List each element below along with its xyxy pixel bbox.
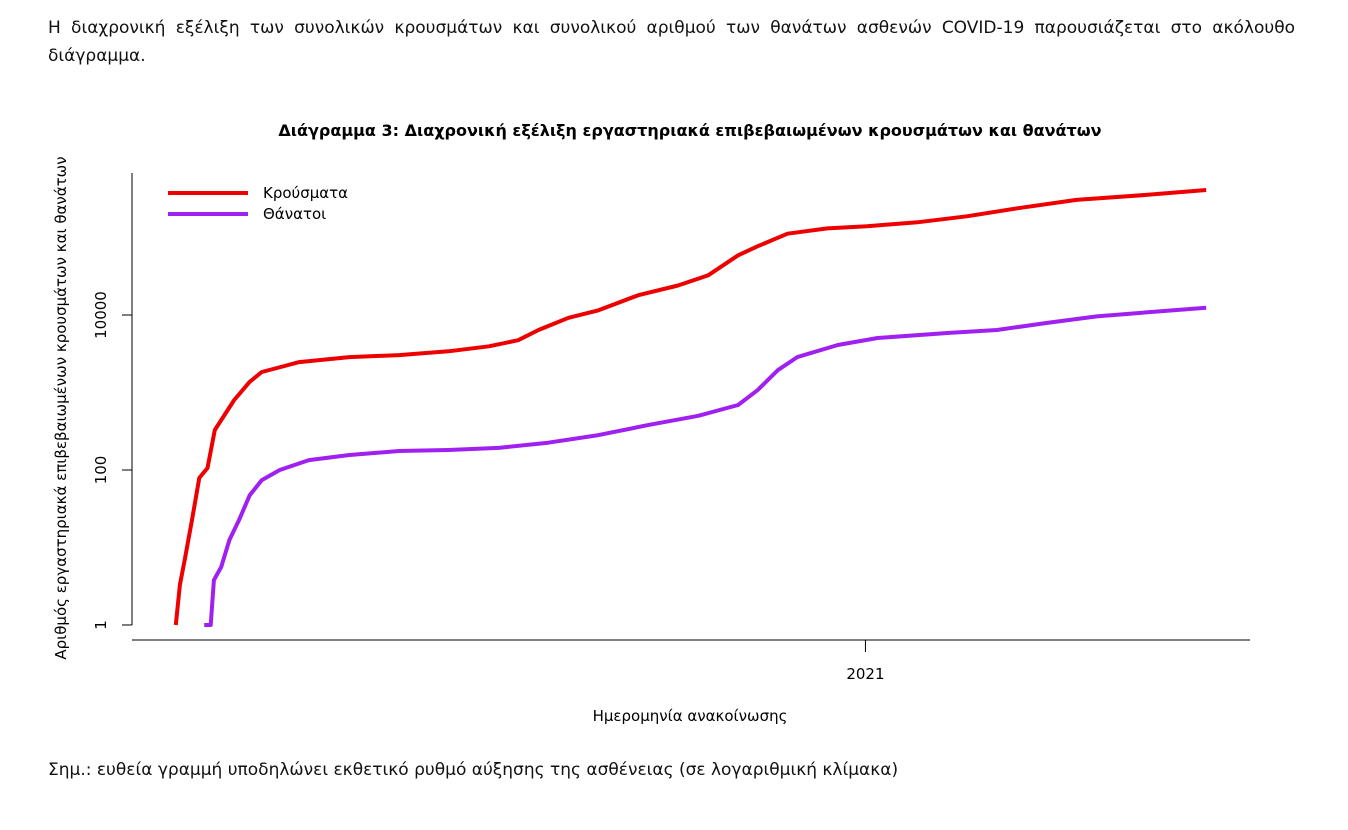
y-tick-label: 1 bbox=[92, 620, 110, 630]
series-line bbox=[204, 305, 1207, 627]
x-axis-label: Ημερομηνία ανακοίνωσης bbox=[593, 707, 788, 725]
chart-title: Διάγραμμα 3: Διαχρονική εξέλιξη εργαστηρ… bbox=[278, 121, 1101, 140]
intro-text: Η διαχρονική εξέλιξη των συνολικών κρουσ… bbox=[48, 18, 1295, 66]
x-tick-label: 2021 bbox=[846, 665, 884, 683]
note-text: Σημ.: ευθεία γραμμή υποδηλώνει εκθετικό … bbox=[48, 760, 899, 780]
y-tick-label: 10000 bbox=[92, 291, 110, 339]
chart: Διάγραμμα 3: Διαχρονική εξέλιξη εργαστηρ… bbox=[52, 121, 1250, 725]
y-tick-label: 100 bbox=[92, 456, 110, 485]
series-line bbox=[173, 188, 1207, 626]
legend-label: Θάνατοι bbox=[263, 205, 326, 223]
y-axis-label: Αριθμός εργαστηριακά επιβεβαιωμένων κρου… bbox=[52, 156, 70, 659]
legend-label: Κρούσματα bbox=[263, 184, 348, 202]
